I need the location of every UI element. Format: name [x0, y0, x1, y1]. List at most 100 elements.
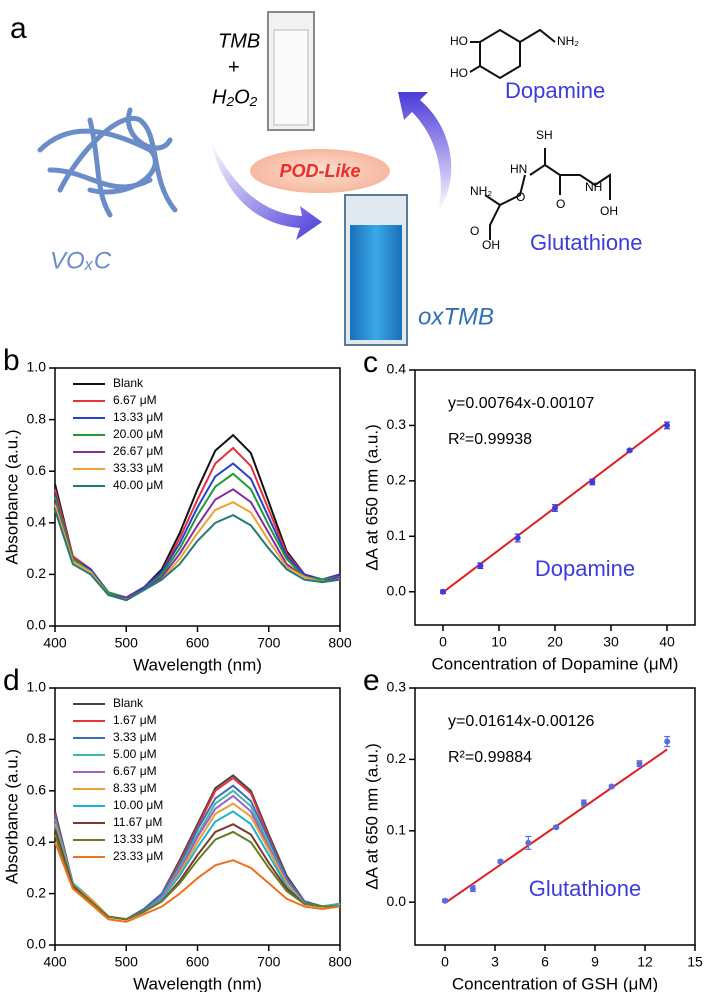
material-label: VOₓC — [50, 247, 112, 274]
reagent-label: H₂O₂ — [212, 86, 258, 108]
y-tick-label: 1.0 — [27, 359, 47, 375]
y-tick-label: 0.8 — [27, 730, 47, 746]
data-point — [552, 505, 558, 512]
data-point — [626, 447, 633, 454]
x-axis-label: Wavelength (nm) — [133, 974, 262, 992]
legend-label: 23.33 μM — [113, 849, 163, 863]
scheme: a VOₓC TMB + H₂O₂ POD-Like oxTMB HO HO N… — [10, 11, 643, 346]
voxc-ribbons — [37, 107, 178, 218]
activity-label: POD-Like — [279, 161, 360, 181]
y-tick-label: 0.0 — [387, 893, 407, 909]
x-tick-label: 6 — [541, 954, 549, 970]
atom-label: SH — [536, 128, 553, 142]
data-point — [469, 885, 476, 892]
x-tick-label: 0 — [441, 954, 449, 970]
panel-label: e — [363, 664, 380, 697]
fit-annotation: y=0.00764x-0.00107 — [448, 395, 594, 412]
legend-label: 8.33 μM — [113, 781, 157, 795]
data-point — [514, 534, 521, 541]
spectrum-line — [54, 472, 341, 599]
panel-label: a — [10, 12, 27, 45]
y-tick-label: 0.2 — [387, 750, 407, 766]
x-tick-label: 9 — [591, 954, 599, 970]
legend-label: 11.67 μM — [113, 815, 162, 829]
atom-label: O — [556, 197, 565, 211]
y-tick-label: 0.2 — [387, 472, 407, 488]
atom-label: HO — [450, 34, 468, 48]
x-tick-label: 800 — [328, 954, 352, 970]
data-point — [442, 897, 448, 904]
cuvette-blue — [344, 194, 408, 346]
legend-label: Blank — [113, 376, 144, 390]
spectrum-line — [54, 841, 341, 923]
x-tick-label: 20 — [547, 634, 563, 650]
x-tick-label: 15 — [687, 954, 703, 970]
dopamine-structure — [469, 28, 556, 80]
legend-label: Blank — [113, 696, 144, 710]
fit-annotation: R²=0.99884 — [448, 749, 532, 766]
data-point — [580, 799, 587, 806]
x-tick-label: 500 — [115, 954, 139, 970]
activity-badge — [250, 149, 390, 193]
legend-label: 1.67 μM — [113, 713, 157, 727]
data-point — [497, 858, 504, 865]
y-tick-label: 0.3 — [387, 416, 407, 432]
spectrum-line — [54, 462, 341, 599]
panel-label: c — [363, 346, 378, 379]
legend-label: 33.33 μM — [113, 461, 163, 475]
y-axis-label: Absorbance (a.u.) — [2, 429, 21, 564]
data-point — [664, 738, 671, 745]
y-tick-label: 0.2 — [27, 565, 47, 581]
legend-label: 20.00 μM — [113, 427, 163, 441]
spectrum-line — [54, 509, 341, 602]
data-point — [525, 839, 532, 846]
x-tick-label: 12 — [637, 954, 653, 970]
legend-label: 40.00 μM — [113, 478, 163, 492]
y-tick-label: 0.8 — [27, 410, 47, 426]
y-tick-label: 0.4 — [387, 361, 407, 377]
atom-label: HO — [450, 66, 468, 80]
panel-label: b — [3, 344, 20, 377]
x-tick-label: 40 — [659, 634, 675, 650]
legend-label: 6.67 μM — [113, 764, 157, 778]
y-tick-label: 1.0 — [27, 679, 47, 695]
legend-label: 6.67 μM — [113, 393, 157, 407]
atom-label: OH — [482, 238, 500, 252]
legend-label: 10.00 μM — [113, 798, 163, 812]
x-tick-label: 800 — [328, 635, 352, 651]
x-tick-label: 700 — [257, 635, 281, 651]
plot-frame — [54, 367, 341, 627]
y-tick-label: 0.0 — [387, 582, 407, 598]
y-axis-label: ΔA at 650 nm (a.u.) — [362, 424, 381, 570]
x-tick-label: 10 — [491, 634, 507, 650]
x-axis-label: Concentration of GSH (μM) — [452, 974, 658, 992]
atom-label: NH₂ — [557, 34, 579, 48]
analyte-label: Dopamine — [505, 78, 605, 103]
y-tick-label: 0.0 — [27, 617, 47, 633]
x-axis-label: Concentration of Dopamine (μM) — [432, 654, 679, 673]
legend-label: 13.33 μM — [113, 410, 163, 424]
arrow — [398, 92, 452, 212]
x-tick-label: 500 — [115, 635, 139, 651]
x-tick-label: 600 — [186, 635, 210, 651]
y-tick-label: 0.0 — [27, 936, 47, 952]
y-tick-label: 0.6 — [27, 782, 47, 798]
x-tick-label: 600 — [186, 954, 210, 970]
data-point — [589, 478, 596, 485]
data-point — [636, 760, 643, 767]
y-tick-label: 0.1 — [387, 821, 407, 837]
data-point — [608, 783, 615, 790]
y-tick-label: 0.4 — [27, 514, 47, 530]
x-tick-label: 30 — [603, 634, 619, 650]
x-axis-label: Wavelength (nm) — [133, 655, 262, 674]
data-point — [440, 588, 446, 595]
analyte-label: Glutathione — [529, 876, 642, 901]
analyte-label: Dopamine — [535, 556, 635, 581]
legend-label: 3.33 μM — [113, 730, 157, 744]
y-tick-label: 0.3 — [387, 679, 407, 695]
y-tick-label: 0.2 — [27, 884, 47, 900]
x-tick-label: 700 — [257, 954, 281, 970]
plus-sign: + — [228, 56, 240, 78]
